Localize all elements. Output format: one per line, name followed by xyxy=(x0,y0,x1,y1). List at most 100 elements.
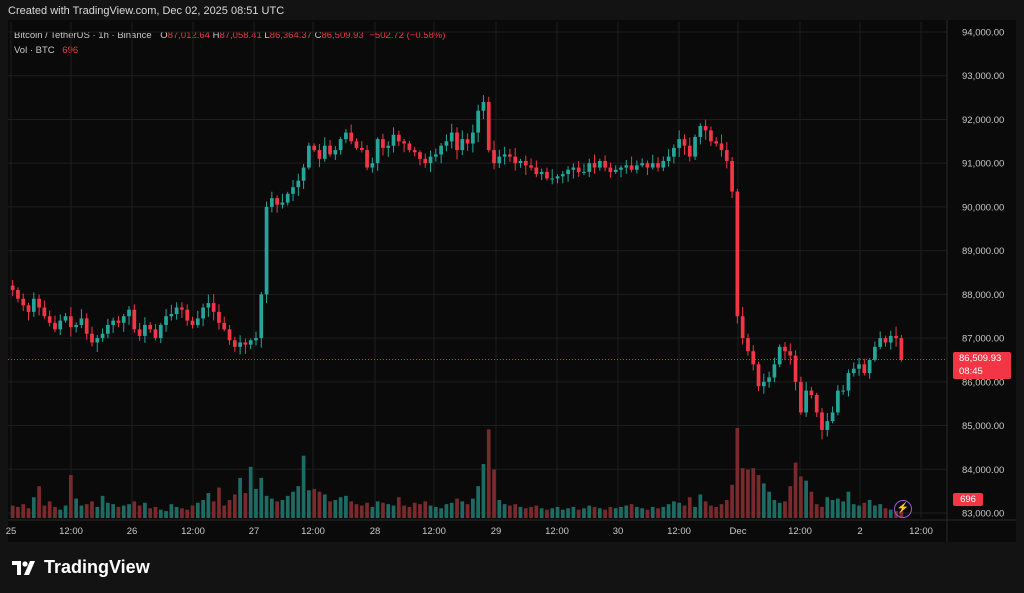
candle-body xyxy=(47,316,52,323)
last-volume-tag: 696 xyxy=(953,493,983,506)
candle-body xyxy=(412,150,417,153)
volume-bar xyxy=(873,505,877,518)
candle-body xyxy=(90,333,94,343)
candle-body xyxy=(698,126,703,137)
volume-bar xyxy=(63,505,68,518)
price-tick-label: 84,000.00 xyxy=(962,465,1004,476)
volume-bar xyxy=(761,483,766,518)
candle-body xyxy=(21,298,26,306)
volume-bar xyxy=(137,505,142,518)
candle-body xyxy=(143,324,147,336)
volume-bar xyxy=(455,498,459,518)
candle-body xyxy=(730,160,734,192)
time-tick-label: Dec xyxy=(730,526,747,537)
volume-bar xyxy=(301,455,306,518)
candle-body xyxy=(566,169,570,175)
time-tick-label: 12:00 xyxy=(422,526,446,537)
candle-body xyxy=(396,134,401,142)
volume-bar xyxy=(513,504,518,518)
candle-body xyxy=(555,176,560,179)
candle-body xyxy=(158,324,163,339)
candle-body xyxy=(783,346,787,352)
ohlc-low-label: L xyxy=(264,30,270,41)
candle-body xyxy=(106,324,110,334)
candle-body xyxy=(217,311,221,323)
candle-body xyxy=(772,364,777,378)
volume-bar xyxy=(412,502,417,518)
chart-area[interactable] xyxy=(8,20,1016,542)
volume-bar xyxy=(111,504,116,518)
volume-bar xyxy=(174,506,179,518)
ohlc-low-value: 86,364.37 xyxy=(269,30,312,41)
volume-bar xyxy=(444,504,449,518)
candle-body xyxy=(825,421,830,430)
candle-body xyxy=(375,139,380,164)
candle-body xyxy=(656,163,660,168)
candle-body xyxy=(190,320,195,325)
candle-body xyxy=(597,160,602,168)
volume-bar xyxy=(576,509,581,518)
candle-body xyxy=(312,145,317,151)
candle-body xyxy=(645,163,650,168)
candle-body xyxy=(153,329,158,339)
time-tick-label: 12:00 xyxy=(301,526,325,537)
candle-body xyxy=(550,178,555,180)
volume-bar xyxy=(259,477,264,518)
volume-bar xyxy=(37,486,41,518)
candle-body xyxy=(682,139,687,146)
ohlc-high-value: 87,058.41 xyxy=(219,30,262,41)
volume-bar xyxy=(296,486,301,518)
volume-bar xyxy=(597,508,602,518)
candle-body xyxy=(767,377,771,382)
volume-bar xyxy=(756,475,761,518)
volume-bar xyxy=(481,464,486,518)
candle-body xyxy=(232,340,237,347)
candle-body xyxy=(603,160,607,168)
lightning-icon[interactable]: ⚡ xyxy=(894,500,912,518)
volume-bar xyxy=(354,504,359,518)
candle-body xyxy=(433,154,438,157)
symbol-name[interactable]: Bitcoin / TetherUS · 1h · Binance xyxy=(14,30,152,41)
candle-body xyxy=(338,139,343,151)
volume-bar xyxy=(227,500,232,518)
volume-bar xyxy=(645,509,650,518)
volume-bar xyxy=(746,469,750,518)
volume-bar xyxy=(396,497,401,518)
volume-bar xyxy=(698,494,703,518)
candle-body xyxy=(100,333,105,339)
volume-bar xyxy=(635,506,639,518)
volume-bar xyxy=(719,504,724,518)
candle-body xyxy=(37,298,41,308)
volume-bar xyxy=(539,508,544,518)
candle-body xyxy=(449,132,454,142)
candle-body xyxy=(571,167,576,170)
volume-bar xyxy=(359,505,364,518)
volume-bar xyxy=(857,505,861,518)
candle-body xyxy=(471,132,475,144)
time-tick-label: 12:00 xyxy=(909,526,933,537)
time-tick-label: 12:00 xyxy=(545,526,569,537)
volume-bar xyxy=(613,508,618,518)
candle-body xyxy=(560,174,565,177)
volume-bar xyxy=(608,506,613,518)
candle-body xyxy=(529,165,533,168)
symbol-legend: Bitcoin / TetherUS · 1h · Binance O87,01… xyxy=(14,30,445,41)
volume-bar xyxy=(571,506,576,518)
volume-bar xyxy=(788,486,793,518)
volume-bar xyxy=(365,502,369,518)
volume-bar xyxy=(42,505,47,518)
candle-body xyxy=(79,318,84,325)
volume-bar xyxy=(217,487,221,518)
candle-body xyxy=(899,338,904,360)
candle-body xyxy=(804,390,808,413)
candle-body xyxy=(862,364,867,374)
volume-bar xyxy=(349,501,354,518)
volume-bar xyxy=(878,504,883,518)
candle-body xyxy=(693,136,697,157)
candle-body xyxy=(878,338,883,347)
candle-body xyxy=(254,338,258,341)
candle-body xyxy=(301,167,306,181)
volume-bar xyxy=(740,468,745,518)
volume-bar xyxy=(619,506,623,518)
volume-label[interactable]: Vol · BTC xyxy=(14,45,55,56)
